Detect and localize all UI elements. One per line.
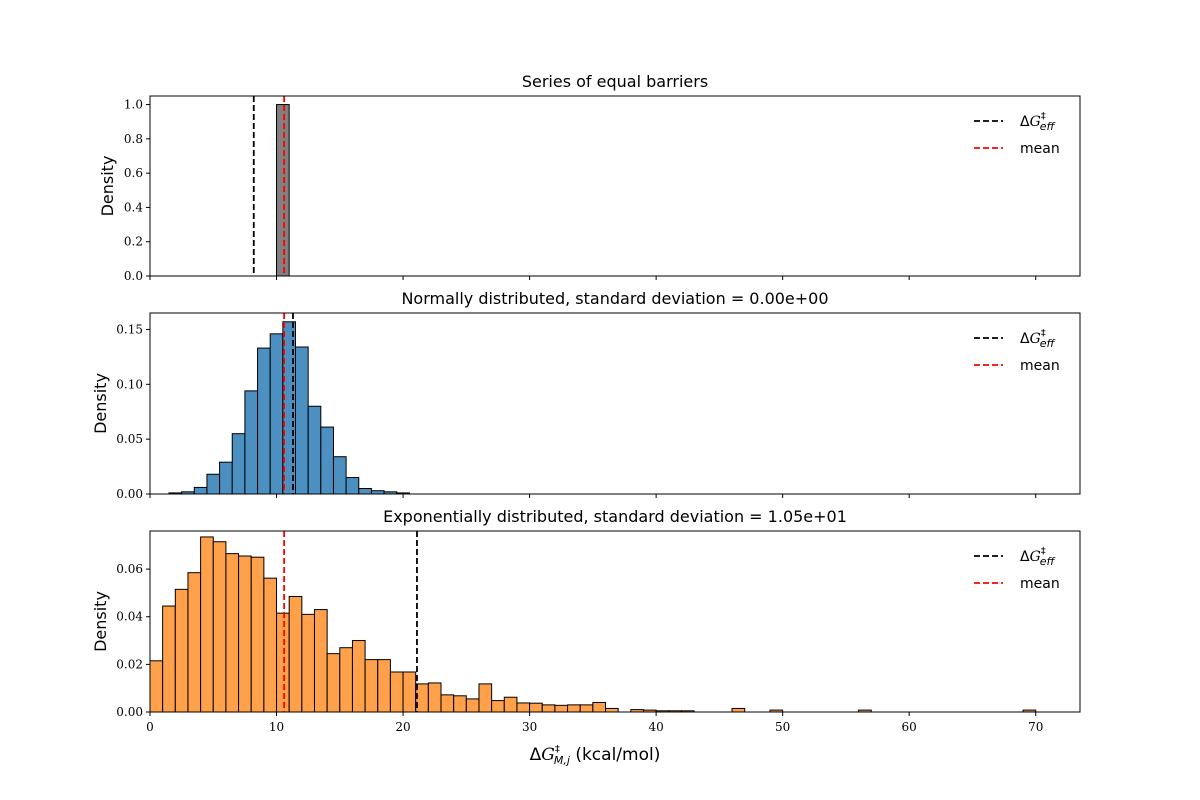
histogram-bar (263, 577, 278, 713)
histogram-bar (193, 486, 208, 495)
legend-eff-label: ΔG‡ eff (1020, 328, 1056, 350)
histogram-bar (364, 659, 379, 713)
legend: ΔG‡ eff mean (974, 328, 1060, 374)
histogram-bar (301, 613, 315, 713)
axes-frame (149, 95, 1081, 277)
legend-mean-label: mean (1020, 141, 1060, 157)
legend-mean-label: mean (1020, 576, 1060, 592)
x-tick-label: 10 (269, 720, 284, 734)
histogram-bar (276, 612, 290, 713)
y-tick-label: 0.05 (116, 432, 143, 446)
histogram-bar (541, 704, 556, 713)
histogram-bar (326, 653, 341, 713)
histogram-bar (377, 659, 391, 713)
y-tick-label: 0.04 (116, 610, 143, 624)
y-tick-label: 0.6 (124, 166, 143, 180)
panel-title: Normally distributed, standard deviation… (401, 289, 828, 308)
y-tick-label: 0.4 (124, 200, 143, 214)
histogram-bar (257, 347, 271, 495)
x-tick-label: 40 (648, 720, 663, 734)
histogram-bar (162, 605, 176, 713)
histogram-bars (149, 536, 1037, 713)
x-tick-label: 70 (1028, 720, 1043, 734)
legend: ΔG‡ eff mean (974, 546, 1060, 592)
legend-mean-label: mean (1020, 358, 1060, 374)
histogram-bar (478, 683, 493, 713)
histogram-bar (212, 541, 227, 713)
axes-frame (149, 312, 1081, 495)
histogram-bar (332, 456, 347, 495)
histogram-bar (200, 536, 214, 713)
x-tick-label: 50 (775, 720, 790, 734)
histogram-bar (320, 426, 334, 495)
histogram-bar (238, 555, 252, 713)
axes-frame (149, 530, 1081, 713)
histogram-bar (149, 660, 164, 713)
legend-eff-label: ΔG‡ eff (1020, 111, 1056, 133)
y-tick-label: 1.0 (124, 98, 143, 112)
panel-title: Series of equal barriers (522, 72, 708, 91)
y-axis-label: Density (91, 591, 110, 652)
histogram-bar (529, 702, 543, 713)
x-tick-label: 20 (395, 720, 410, 734)
histogram-bar (295, 346, 309, 495)
histogram-bar (389, 671, 404, 713)
histogram-bar (288, 595, 303, 713)
histogram-bar (427, 682, 442, 713)
histogram-bar (491, 700, 505, 713)
y-axis-label: Density (91, 373, 110, 434)
histogram-bar (219, 461, 233, 495)
histogram-bar (579, 704, 594, 713)
histogram-bar (465, 698, 480, 713)
histogram-bar (206, 473, 221, 495)
y-tick-label: 0.10 (116, 377, 143, 391)
panel-title: Exponentially distributed, standard devi… (383, 507, 847, 526)
histogram-bar (440, 694, 455, 713)
y-tick-label: 0.15 (116, 322, 143, 336)
x-axis-label: ΔG‡ M,j (kcal/mol) (530, 744, 661, 767)
histogram-bar (231, 433, 246, 495)
histogram-bar (567, 704, 581, 713)
histogram-bar (345, 477, 360, 495)
x-tick-label: 0 (146, 720, 154, 734)
histogram-bars (168, 321, 410, 495)
histogram-bar (605, 707, 619, 713)
histogram-bar (516, 702, 531, 713)
legend: ΔG‡ eff mean (974, 111, 1060, 157)
histogram-bar (250, 556, 265, 713)
histogram-bar (307, 405, 322, 495)
y-tick-label: 0.00 (116, 705, 143, 719)
histogram-bar (313, 609, 328, 713)
panel-1: 0.0 0.2 0.4 0.6 0.8 1.0 Series of equal barrie… (98, 72, 1081, 283)
histogram-bar (269, 333, 284, 495)
histogram-bar (592, 701, 607, 713)
histogram-bars (276, 104, 290, 277)
histogram-bar (276, 104, 290, 277)
x-tick-label: 30 (522, 720, 537, 734)
y-tick-label: 0.00 (116, 487, 143, 501)
panel-3: 0.00 0.02 0.04 0.06 0 10 20 30 40 50 60 70 Exponenti… (91, 507, 1081, 767)
y-tick-label: 0.2 (124, 235, 143, 249)
histogram-bar (402, 671, 417, 713)
histogram-bar (187, 572, 202, 713)
histogram-bar (554, 704, 569, 713)
histogram-bar (503, 696, 518, 713)
y-tick-label: 0.8 (124, 132, 143, 146)
histogram-bar (453, 695, 467, 713)
x-tick-label: 60 (902, 720, 917, 734)
histogram-bar (351, 640, 366, 713)
y-tick-label: 0.0 (124, 269, 143, 283)
histogram-bar (225, 553, 240, 713)
legend-eff-label: ΔG‡ eff (1020, 546, 1056, 568)
histogram-bar (731, 707, 746, 713)
panel-2: 0.00 0.05 0.10 0.15 Normally distributed, st… (91, 289, 1081, 501)
histogram-bar (244, 390, 259, 495)
histogram-bar (339, 647, 353, 713)
y-tick-label: 0.06 (116, 562, 143, 576)
y-axis-label: Density (98, 156, 117, 217)
histogram-bar (174, 588, 189, 713)
histogram-bar (358, 488, 372, 495)
y-tick-label: 0.02 (116, 657, 143, 671)
